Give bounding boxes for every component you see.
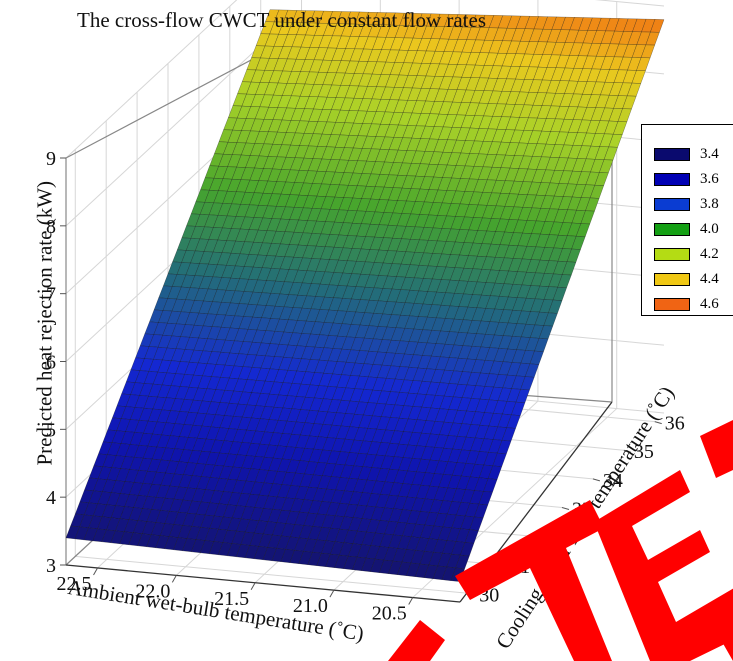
y-tick-label: 4 — [46, 487, 56, 509]
x-tick — [329, 589, 335, 598]
grid-line — [75, 555, 470, 594]
z-tick — [592, 478, 601, 482]
x-tick-label: 20.5 — [372, 603, 407, 625]
legend-swatch — [654, 197, 690, 211]
legend-swatch — [654, 222, 690, 236]
legend-label: 4.2 — [700, 245, 719, 262]
legend: 3.4 3.6 3.8 4.0 4.2 4.4 4.6 — [641, 124, 733, 316]
legend-item: 3.6 — [654, 170, 719, 187]
z-tick-label: 34 — [603, 470, 623, 492]
legend-swatch — [654, 172, 690, 186]
y-tick-label: 6 — [46, 352, 56, 374]
z-tick — [623, 449, 631, 453]
legend-item: 4.6 — [654, 295, 719, 312]
x-tick-label: 21.0 — [293, 595, 328, 617]
legend-item: 4.2 — [654, 245, 719, 262]
legend-label: 3.4 — [700, 145, 719, 162]
x-axis-line — [65, 564, 461, 603]
y-tick-label: 3 — [46, 555, 56, 577]
box-edge — [65, 49, 271, 159]
x-tick-label: 21.5 — [214, 588, 249, 610]
y-tick-label: 9 — [46, 148, 56, 170]
y-tick-label: 5 — [46, 419, 56, 441]
legend-item: 4.0 — [654, 220, 719, 237]
x-tick — [250, 582, 256, 591]
legend-item: 3.8 — [654, 195, 719, 212]
legend-label: 3.8 — [700, 195, 719, 212]
legend-swatch — [654, 297, 690, 311]
x-tick — [171, 575, 177, 583]
y-tick-label: 8 — [46, 216, 56, 238]
z-tick — [654, 421, 662, 425]
z-tick — [561, 507, 570, 510]
legend-label: 3.6 — [700, 170, 719, 187]
legend-item: 4.4 — [654, 270, 719, 287]
z-tick-label: 36 — [665, 413, 685, 435]
legend-label: 4.6 — [700, 295, 719, 312]
x-tick-label: 22.5 — [57, 573, 92, 595]
legend-swatch — [654, 247, 690, 261]
legend-swatch — [654, 147, 690, 161]
legend-swatch — [654, 272, 690, 286]
legend-item: 3.4 — [654, 145, 719, 162]
y-tick-label: 7 — [46, 284, 56, 306]
z-tick-label: 35 — [634, 441, 654, 463]
legend-label: 4.4 — [700, 270, 719, 287]
x-tick — [93, 567, 98, 576]
legend-label: 4.0 — [700, 220, 719, 237]
chart-title: The cross-flow CWCT under constant flow … — [77, 8, 487, 32]
x-tick-label: 22.0 — [135, 580, 170, 602]
x-tick — [408, 597, 414, 605]
